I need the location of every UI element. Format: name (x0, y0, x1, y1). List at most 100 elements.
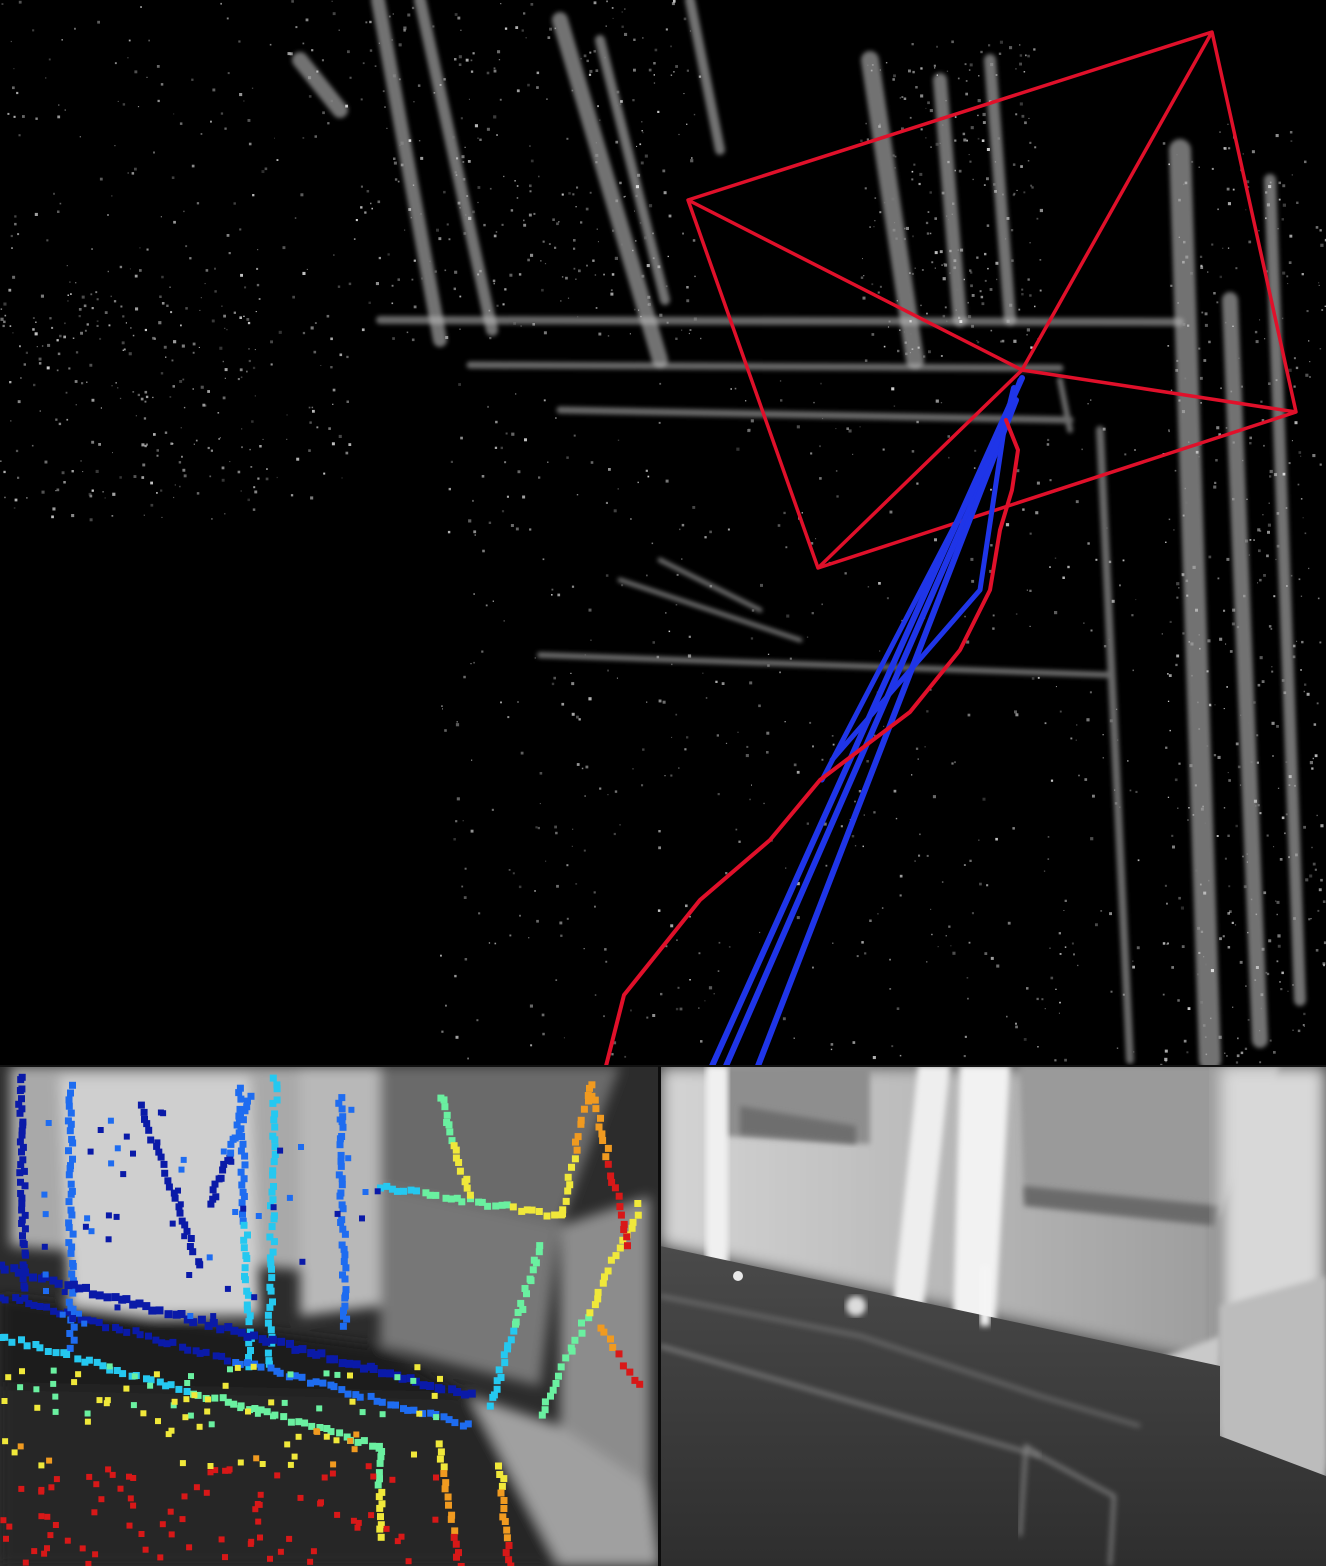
point-cloud-point (993, 183, 996, 186)
point-cloud-point (929, 109, 933, 113)
point-cloud-point (675, 713, 678, 716)
point-cloud-point (1322, 962, 1326, 966)
point-cloud-point (9, 325, 12, 327)
point-cloud-point (1315, 949, 1319, 952)
depth-keypoint (240, 1221, 248, 1229)
point-cloud-point (990, 956, 994, 960)
point-cloud-point (226, 329, 228, 331)
point-cloud-point (1025, 54, 1027, 57)
point-cloud-point (999, 40, 1003, 44)
point-cloud-point (438, 237, 442, 241)
depth-keypoint (495, 1462, 502, 1470)
point-cloud-point (866, 760, 869, 763)
depth-keypoint (377, 1521, 385, 1529)
point-cloud-point (1034, 305, 1036, 308)
point-cloud-point (658, 699, 662, 703)
point-cloud-point (534, 890, 536, 892)
depth-keypoint (464, 1420, 472, 1428)
depth-keypoint-overlay-view[interactable] (0, 1066, 660, 1566)
point-cloud-point (500, 701, 502, 704)
point-cloud-point (217, 412, 220, 414)
point-cloud-point (852, 1041, 856, 1044)
point-cloud-point (812, 745, 814, 748)
point-cloud-point (1168, 518, 1171, 521)
point-cloud-point (139, 247, 141, 249)
point-cloud-point (1270, 628, 1273, 630)
point-cloud-point (1227, 772, 1229, 774)
point-cloud-point (1044, 722, 1047, 725)
point-cloud-point (1261, 419, 1265, 422)
point-cloud-point (1162, 142, 1166, 145)
depth-keypoint (446, 1128, 454, 1136)
point-cloud-point (516, 185, 519, 187)
point-cloud-point (667, 255, 669, 258)
depth-keypoint (141, 1115, 148, 1123)
point-cloud-point (1309, 376, 1311, 378)
point-cloud-point (1282, 472, 1286, 476)
point-cloud-point (745, 400, 747, 402)
depth-keypoint (111, 1293, 120, 1302)
point-cloud-point (243, 315, 245, 317)
point-cloud-point (81, 382, 84, 385)
point-cloud-point (968, 154, 970, 156)
point-cloud-point (736, 447, 740, 451)
point-cloud-point (974, 449, 977, 452)
point-cloud-point (1190, 642, 1194, 646)
depth-keypoint (105, 1466, 112, 1473)
point-cloud-point (261, 170, 265, 173)
point-cloud-point (533, 212, 536, 215)
point-cloud-point (205, 269, 209, 272)
depth-keypoint (237, 1125, 245, 1133)
point-cloud-point (996, 964, 1000, 968)
depth-keypoint (158, 1339, 166, 1347)
depth-keypoint (270, 1215, 278, 1223)
point-cloud-point (619, 181, 622, 185)
point-cloud-point (20, 377, 22, 379)
point-cloud-point (302, 331, 306, 335)
point-cloud-point (1291, 440, 1293, 442)
depth-keypoint (530, 1256, 538, 1264)
point-cloud-point (971, 294, 975, 297)
point-cloud-point (95, 469, 99, 473)
point-cloud-map-view[interactable] (0, 0, 1326, 1066)
point-cloud-point (553, 676, 556, 680)
point-cloud-point (968, 941, 971, 944)
depth-keypoint (18, 1131, 26, 1139)
point-cloud-point (26, 497, 28, 499)
point-cloud-point (128, 39, 131, 42)
point-cloud-point (1255, 340, 1259, 344)
depth-keypoint (495, 1366, 503, 1374)
point-cloud-point (153, 433, 156, 436)
point-cloud-point (1022, 508, 1025, 511)
depth-keypoint (21, 1284, 29, 1292)
depth-keypoint (15, 1100, 23, 1108)
point-cloud-point (1300, 455, 1302, 457)
point-cloud-point (947, 435, 950, 438)
depth-keypoint (165, 1431, 172, 1438)
grayscale-camera-frame-view[interactable] (660, 1066, 1326, 1566)
point-cloud-point (641, 130, 643, 132)
point-cloud-point (835, 470, 838, 472)
point-cloud-point (624, 32, 628, 36)
point-cloud-point (1226, 187, 1230, 191)
depth-keypoint (254, 1501, 261, 1507)
point-cloud-point (142, 463, 146, 467)
depth-keypoint (237, 1147, 245, 1155)
point-cloud-point (662, 169, 666, 173)
point-cloud-point (856, 955, 859, 958)
point-cloud-point (1313, 723, 1317, 726)
point-cloud-point (984, 952, 988, 955)
point-cloud-point (691, 157, 693, 159)
depth-keypoint (431, 1392, 438, 1399)
point-cloud-point (616, 677, 618, 679)
point-cloud-point (455, 723, 460, 727)
point-cloud-point (662, 700, 666, 704)
depth-keypoint (86, 1473, 93, 1480)
point-cloud-point (22, 115, 25, 118)
depth-keypoint (500, 1475, 508, 1483)
point-cloud-point (338, 434, 342, 438)
point-cloud-point (592, 259, 595, 262)
point-cloud-point (860, 139, 863, 142)
point-cloud-point (981, 139, 985, 142)
point-cloud-point (1323, 964, 1325, 967)
